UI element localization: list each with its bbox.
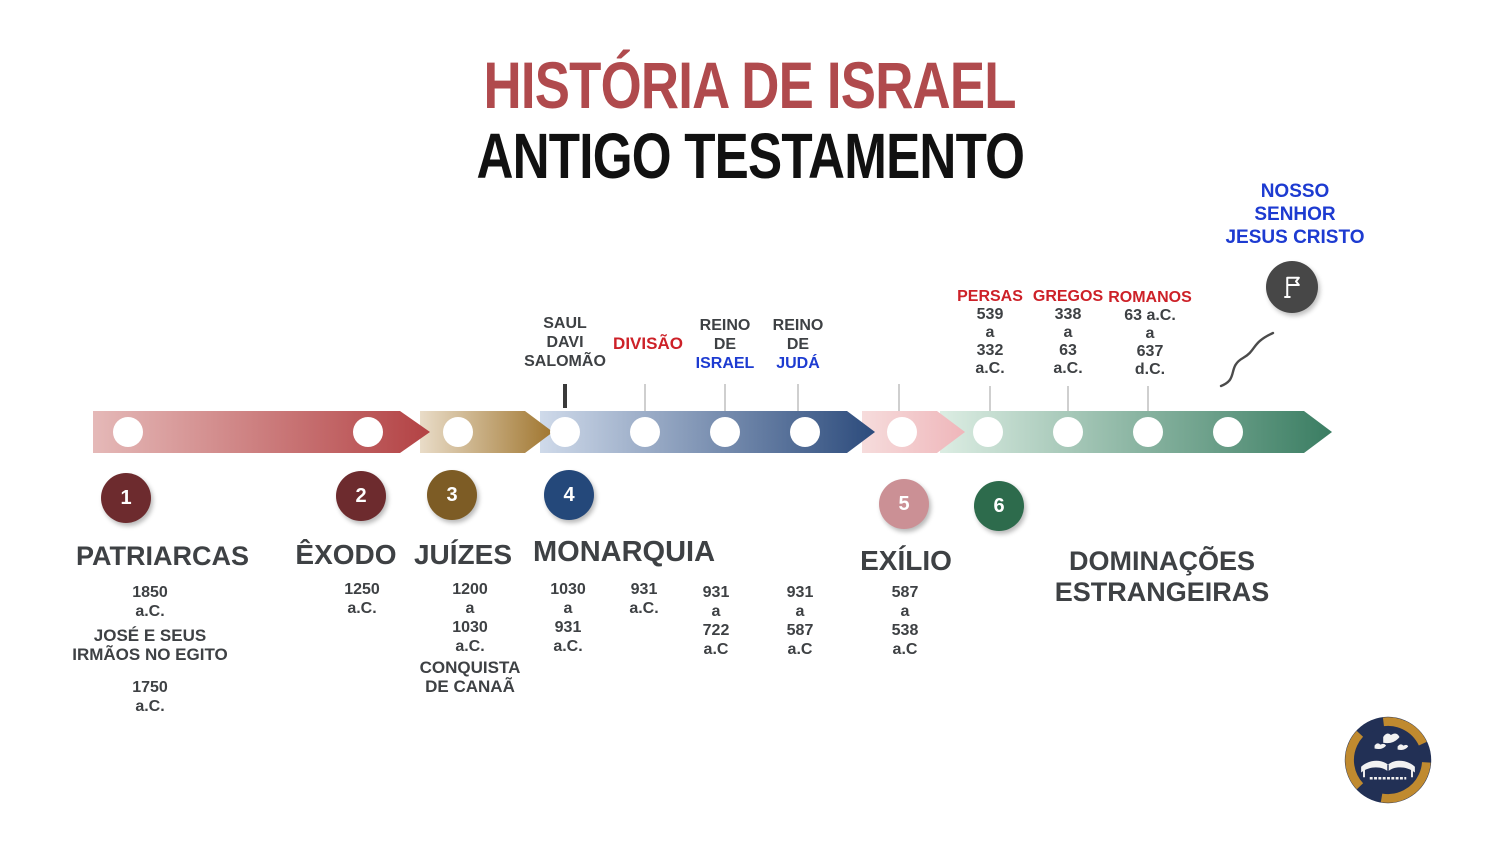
period-4-label: MONARQUIA [533, 536, 716, 568]
label-romanos-name: ROMANOS [1108, 289, 1192, 306]
jesus-cristo-annotation: NOSSO SENHOR JESUS CRISTO [1225, 181, 1365, 248]
timeline-marker [710, 417, 740, 447]
label-romanos-dates: 63 a.C. a 637 d.C. [1124, 307, 1176, 378]
label-gregos-dates: 338 a 63 a.C. [1053, 306, 1083, 377]
page-subtitle-text: ANTIGO TESTAMENTO [476, 120, 1024, 192]
reino-israel-dates: 931 a 722 a.C [702, 584, 730, 658]
label-reino-israel-name: ISRAEL [695, 355, 755, 372]
period-6-label: DOMINAÇÕES ESTRANGEIRAS [1054, 546, 1270, 607]
label-reino-juda: REINO DE JUDÁ [743, 316, 853, 373]
timeline-tick-exilio [898, 384, 900, 411]
timeline [93, 411, 1343, 453]
period-1-badge: 1 [101, 473, 151, 523]
reino-juda-dates: 931 a 587 a.C [786, 584, 814, 658]
timeline-segment-monarquia-reinos [540, 411, 875, 453]
period-5-badge: 5 [879, 479, 929, 529]
timeline-tick-juda [797, 384, 799, 411]
period-3-label: JUÍZES [413, 539, 513, 570]
timeline-marker [1133, 417, 1163, 447]
label-reino-juda-prefix: REINO DE [772, 317, 824, 353]
label-persas-dates: 539 a 332 a.C. [975, 306, 1005, 377]
timeline-tick-gregos [1067, 386, 1069, 411]
label-reino-israel: REINO DE ISRAEL [670, 316, 780, 373]
timeline-marker [443, 417, 473, 447]
period-2-label: ÊXODO [295, 539, 397, 570]
timeline-marker [887, 417, 917, 447]
timeline-marker [550, 417, 580, 447]
divisao-dates: 931 a.C. [629, 581, 659, 617]
period-2-badge: 2 [336, 471, 386, 521]
period-4-badge: 4 [544, 470, 594, 520]
timeline-marker [1053, 417, 1083, 447]
page-title: HISTÓRIA DE ISRAEL [0, 52, 1500, 118]
period-2-dates: 1250 a.C. [344, 581, 380, 617]
label-persas: PERSAS 539 a 332 a.C. [935, 287, 1045, 378]
period-6-badge: 6 [974, 481, 1024, 531]
period-1-note: JOSÉ E SEUS IRMÃOS NO EGITO [72, 626, 228, 664]
label-saul-davi-salomao: SAUL DAVI SALOMÃO [524, 315, 606, 370]
period-3-dates: 1200 a 1030 a.C. [452, 581, 488, 655]
period-3-note: CONQUISTA DE CANAÃ [419, 658, 521, 696]
timeline-marker [973, 417, 1003, 447]
period-4-dates: 1030 a 931 a.C. [550, 581, 586, 655]
connector-squiggle [1219, 331, 1275, 388]
page-subtitle: ANTIGO TESTAMENTO [0, 124, 1500, 188]
seminary-emblem-logo [1342, 714, 1434, 806]
timeline-marker [630, 417, 660, 447]
timeline-segment-juizes [420, 411, 553, 453]
timeline-marker [353, 417, 383, 447]
period-5-dates: 587 a 538 a.C [891, 584, 919, 658]
period-1-dates-2: 1750 a.C. [132, 679, 168, 715]
timeline-marker [1213, 417, 1243, 447]
page-title-text: HISTÓRIA DE ISRAEL [483, 48, 1017, 122]
label-divisao: DIVISÃO [613, 334, 683, 353]
timeline-tick-romanos [1147, 386, 1149, 411]
timeline-tick-persas [989, 386, 991, 411]
timeline-tick-israel [724, 384, 726, 411]
timeline-tick-divisao [644, 384, 646, 411]
flag-icon [1284, 276, 1300, 298]
period-3-badge: 3 [427, 470, 477, 520]
period-1-dates: 1850 a.C. [132, 584, 168, 620]
timeline-tick-saul [563, 384, 567, 408]
label-reino-juda-name: JUDÁ [776, 355, 820, 372]
timeline-marker [113, 417, 143, 447]
period-1-label: PATRIARCAS [76, 541, 249, 571]
label-romanos: ROMANOS 63 a.C. a 637 d.C. [1095, 288, 1205, 379]
label-reino-israel-prefix: REINO DE [699, 317, 751, 353]
timeline-marker [790, 417, 820, 447]
flag-badge [1266, 261, 1318, 313]
label-gregos-name: GREGOS [1032, 288, 1104, 305]
label-gregos: GREGOS 338 a 63 a.C. [1013, 287, 1123, 378]
period-5-label: EXÍLIO [860, 545, 952, 576]
label-persas-name: PERSAS [957, 288, 1023, 305]
